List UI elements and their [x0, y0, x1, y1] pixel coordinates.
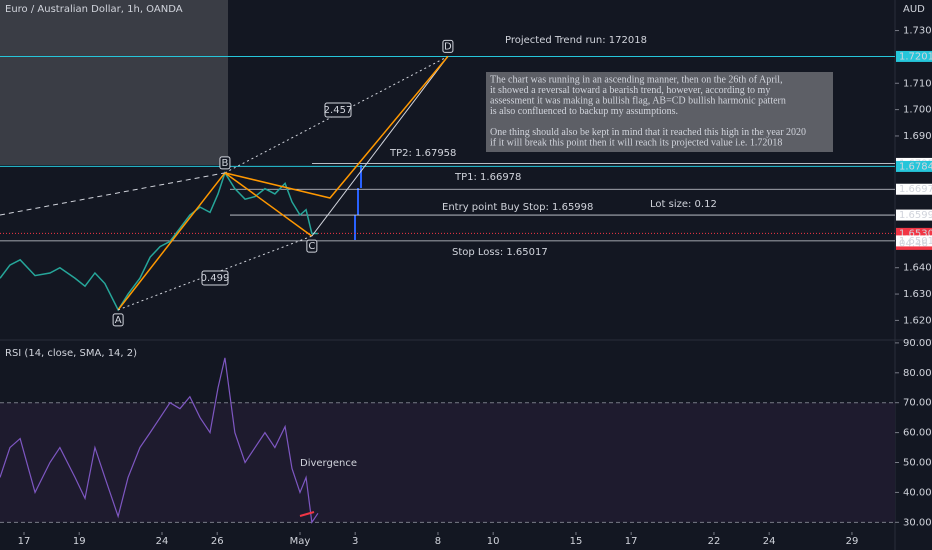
pattern-box	[112, 313, 124, 327]
note-line: One thing should also be kept in mind th…	[490, 127, 806, 138]
price-label: 1.67844	[899, 161, 932, 172]
price-line	[0, 171, 318, 312]
price-label-box	[896, 160, 932, 172]
pattern-label: D	[444, 41, 452, 52]
y-tick-label: 1.63000	[903, 289, 932, 300]
x-tick-label: May	[290, 536, 311, 547]
ratio-box	[324, 102, 352, 118]
rsi-label: RSI (14, close, SMA, 14, 2)	[5, 348, 137, 359]
x-tick-label: 3	[352, 536, 358, 547]
note-box	[486, 72, 833, 152]
leg	[311, 56, 449, 237]
price-label: 1.65302	[899, 228, 932, 239]
rsi-tick-label: 60.00	[903, 428, 932, 439]
x-tick-label: 10	[487, 536, 500, 547]
y-tick-label: 1.73000	[903, 26, 932, 37]
note-line: assessment it was making a bullish flag,…	[490, 95, 786, 106]
x-tick-label: 26	[211, 536, 224, 547]
x-tick-label: 22	[708, 536, 721, 547]
price-label: 1.66978	[899, 184, 932, 195]
ratio-box	[201, 270, 229, 286]
rsi-tick-label: 30.00	[903, 517, 932, 528]
divergence-text: Divergence	[300, 458, 357, 469]
x-tick-label: 17	[18, 536, 31, 547]
rsi-tick-label: 50.00	[903, 458, 932, 469]
rsi-tick-label: 90.00	[903, 338, 932, 349]
x-tick-label: 8	[435, 536, 441, 547]
projection-path	[224, 55, 449, 199]
x-tick-label: 15	[570, 536, 583, 547]
price-label-box	[896, 235, 932, 247]
rsi-band	[0, 402, 895, 523]
x-tick-label: 24	[156, 536, 169, 547]
pattern-box	[219, 156, 231, 170]
pattern-label: A	[115, 315, 122, 326]
y-tick-label: 1.71000	[903, 78, 932, 89]
rsi-tick-label: 40.00	[903, 487, 932, 498]
price-label-box	[896, 50, 932, 62]
chart-title: Euro / Australian Dollar, 1h, OANDA	[5, 4, 183, 15]
tp1-text: TP1: 1.66978	[454, 172, 521, 183]
price-label-box	[896, 183, 932, 195]
leg	[224, 172, 313, 237]
note-line: is also confluenced to backup my assumpt…	[490, 106, 678, 117]
price-label-box	[896, 209, 932, 221]
divergence-line	[299, 511, 315, 517]
y-tick-label: 1.69000	[903, 131, 932, 142]
trend-line	[0, 172, 226, 216]
entry-text: Entry point Buy Stop: 1.65998	[442, 202, 593, 213]
shaded-zone	[0, 0, 228, 165]
note-line: it showed a reversal toward a bearish tr…	[490, 85, 770, 96]
rsi-tick-label: 80.00	[903, 368, 932, 379]
x-tick-label: 24	[763, 536, 776, 547]
ratio-label: 0.499	[201, 273, 230, 284]
x-tick-label: 19	[73, 536, 86, 547]
pattern-label: B	[221, 158, 228, 169]
price-label: 1.65998	[899, 210, 932, 221]
countdown: 04:46	[899, 238, 928, 249]
y-tick-label: 1.64000	[903, 263, 932, 274]
stop-text: Stop Loss: 1.65017	[452, 247, 548, 258]
x-tick-label: 17	[625, 536, 638, 547]
currency: AUD	[903, 4, 925, 15]
price-label: 1.72018	[899, 51, 932, 62]
ratio-label: 2.457	[324, 105, 353, 116]
note-line: The chart was running in an ascending ma…	[490, 74, 783, 85]
y-tick-label: 1.70000	[903, 105, 932, 116]
leg	[117, 172, 226, 311]
note-line: if it will break this point then it will…	[490, 137, 782, 148]
lot-text: Lot size: 0.12	[650, 199, 717, 210]
price-label: 1.65017	[899, 236, 932, 247]
pattern-box	[442, 39, 454, 53]
pattern-label: C	[308, 241, 315, 252]
rsi-line	[0, 357, 319, 524]
x-tick-label: 29	[846, 536, 859, 547]
projection-text: Projected Trend run: 172018	[505, 35, 647, 46]
y-tick-label: 1.62000	[903, 315, 932, 326]
rsi-tick-label: 70.00	[903, 398, 932, 409]
pattern-box	[306, 239, 318, 253]
tp2-text: TP2: 1.67958	[389, 148, 456, 159]
